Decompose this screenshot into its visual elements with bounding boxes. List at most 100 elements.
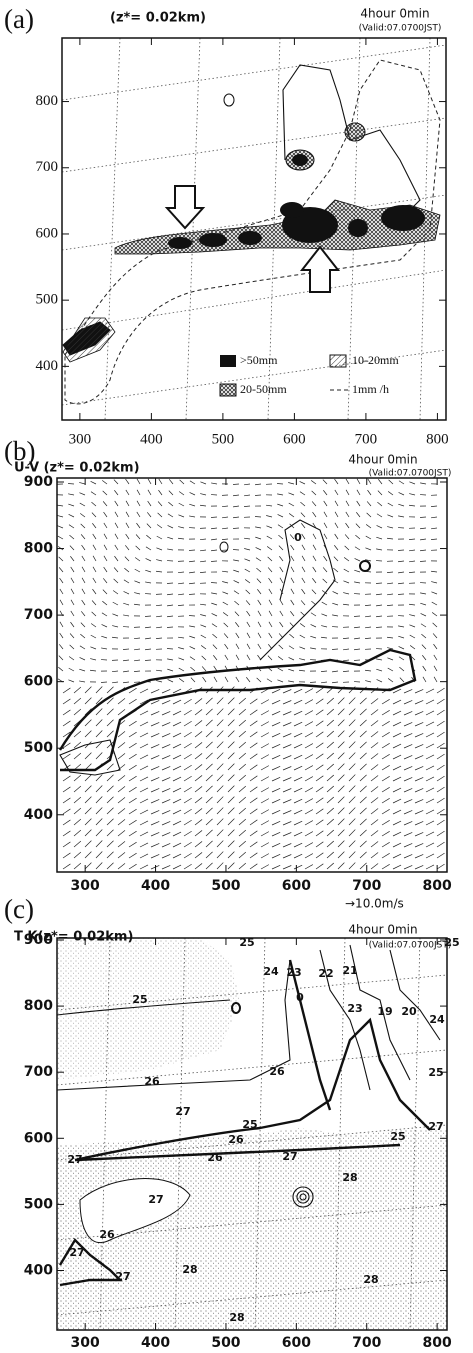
- wind-vector: [382, 831, 390, 836]
- wind-vector: [371, 731, 378, 737]
- wind-vector: [118, 753, 125, 759]
- wind-vector: [126, 479, 129, 484]
- wind-vector: [217, 786, 223, 792]
- wind-vector: [398, 504, 404, 506]
- wind-vector: [283, 689, 291, 693]
- wind-vector: [228, 720, 234, 726]
- y-tick-label: 500: [36, 292, 59, 308]
- wind-vector: [124, 568, 129, 572]
- wind-vector: [222, 539, 228, 540]
- wind-vector: [211, 528, 217, 529]
- wind-vector: [74, 797, 81, 803]
- wind-vector: [305, 788, 313, 792]
- wind-vector: [173, 832, 181, 836]
- wind-vector: [74, 786, 81, 792]
- wind-vector: [167, 616, 173, 617]
- y-tick-label: 500: [24, 1196, 53, 1212]
- wind-vector: [426, 843, 434, 847]
- wind-vector: [426, 799, 434, 803]
- wind-vector: [420, 517, 426, 518]
- wind-vector: [118, 863, 125, 869]
- wind-vector: [173, 744, 181, 748]
- wind-vector: [168, 502, 173, 506]
- wind-vector: [217, 731, 223, 737]
- wind-vector: [335, 512, 338, 517]
- wind-vector: [68, 483, 74, 484]
- wind-vector: [312, 491, 316, 495]
- wind-vector: [302, 545, 305, 550]
- wind-vector: [387, 583, 393, 584]
- wind-vector: [387, 637, 393, 638]
- wind-vector: [256, 568, 261, 572]
- wind-vector: [421, 634, 426, 638]
- x-tick-label: 500: [211, 1335, 240, 1351]
- wind-vector: [184, 776, 192, 781]
- wind-vector: [404, 854, 412, 858]
- wind-vector: [173, 733, 181, 737]
- wind-vector: [71, 589, 74, 594]
- wind-vector: [222, 581, 228, 583]
- wind-vector: [224, 623, 228, 627]
- wind-vector: [92, 523, 96, 528]
- wind-vector: [289, 657, 294, 660]
- wind-vector: [360, 830, 367, 836]
- wind-vector: [349, 808, 355, 814]
- wind-vector: [269, 589, 272, 594]
- wind-vector: [71, 600, 74, 605]
- wind-vector: [415, 788, 423, 792]
- wind-vector: [82, 589, 85, 594]
- wind-vector: [400, 678, 404, 682]
- wind-vector: [360, 841, 367, 847]
- wind-vector: [431, 528, 437, 529]
- wind-vector: [300, 635, 305, 638]
- wind-vector: [206, 698, 213, 704]
- wind-vector: [74, 819, 81, 825]
- wind-vector: [354, 638, 360, 639]
- wind-vector: [190, 657, 195, 660]
- wind-vector: [82, 567, 85, 572]
- wind-vector: [169, 479, 173, 484]
- x-tick-label: 800: [423, 878, 452, 894]
- wind-vector: [211, 517, 217, 518]
- wind-vector: [323, 490, 327, 495]
- wind-vector: [179, 678, 184, 682]
- wind-vector: [140, 711, 148, 715]
- wind-vector: [195, 709, 202, 715]
- x-tick-label: 400: [141, 878, 170, 894]
- wind-vector: [343, 649, 349, 650]
- wind-vector: [58, 536, 63, 539]
- wind-vector: [404, 700, 412, 704]
- wind-vector: [239, 808, 246, 814]
- wind-vector: [184, 864, 192, 869]
- wind-vector: [294, 865, 302, 869]
- wind-vector: [156, 670, 162, 671]
- wind-vector: [327, 764, 334, 770]
- wind-vector: [338, 830, 344, 836]
- wind-vector: [398, 516, 404, 517]
- panel-b-field: [57, 479, 445, 869]
- wind-vector: [137, 490, 140, 495]
- wind-vector: [426, 722, 434, 726]
- contour-label: 24: [429, 1013, 445, 1026]
- wind-vector: [123, 649, 129, 650]
- valid-label: (Valid:07.0700JST): [359, 24, 442, 34]
- wind-vector: [377, 679, 382, 682]
- wind-vector: [146, 547, 151, 550]
- wind-vector: [302, 567, 305, 572]
- wind-vector: [233, 560, 239, 561]
- wind-vector: [283, 865, 291, 869]
- wind-vector: [415, 744, 423, 748]
- wind-vector: [365, 627, 371, 628]
- wind-vector: [387, 572, 393, 573]
- wind-vector: [415, 722, 423, 726]
- wind-vector: [69, 514, 74, 517]
- wind-vector: [310, 648, 316, 649]
- wind-vector: [217, 775, 223, 781]
- wind-vector: [129, 853, 137, 858]
- wind-vector: [398, 550, 404, 551]
- wind-vector: [409, 604, 415, 605]
- wind-vector: [217, 830, 223, 836]
- wind-vector: [272, 755, 280, 759]
- wind-vector: [96, 720, 102, 726]
- wind-vector: [434, 666, 437, 671]
